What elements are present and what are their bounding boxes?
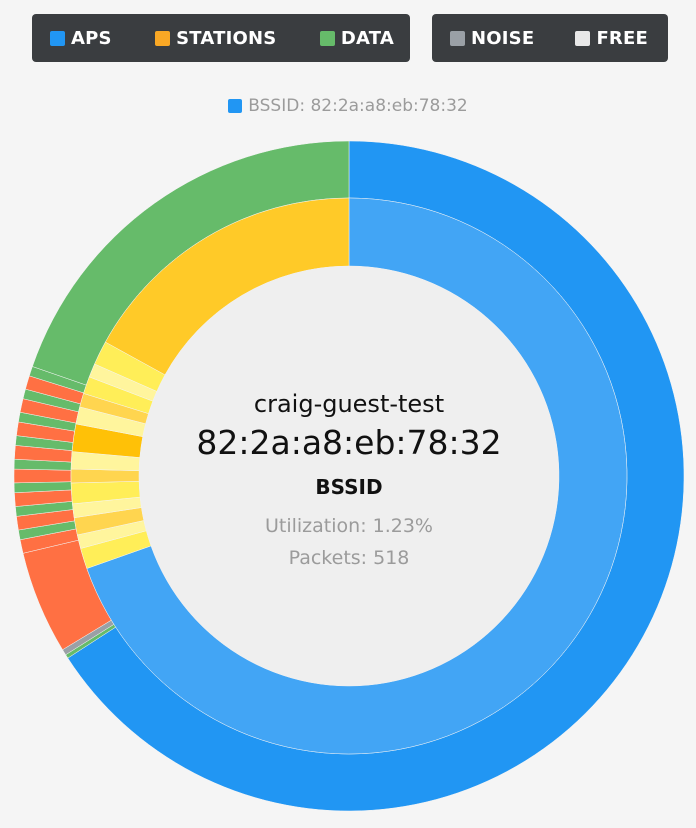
noise-swatch-icon bbox=[450, 30, 465, 46]
center-utilization: Utilization: 1.23% bbox=[265, 515, 433, 537]
legend-label-free: FREE bbox=[596, 27, 648, 49]
legend-label-stations: STATIONS bbox=[176, 27, 277, 49]
legend-item-aps[interactable]: APS bbox=[50, 28, 112, 49]
stations-swatch-icon bbox=[155, 30, 171, 46]
legend-item-free[interactable]: FREE bbox=[575, 28, 648, 49]
legend-item-noise[interactable]: NOISE bbox=[450, 28, 534, 49]
noise-free-legend: NOISE FREE bbox=[432, 14, 668, 62]
legend-label-aps: APS bbox=[71, 27, 112, 49]
bssid-legend: BSSID: 82:2a:a8:eb:78:32 bbox=[0, 96, 696, 116]
free-swatch-icon bbox=[575, 30, 591, 46]
legend-label-data: DATA bbox=[340, 27, 394, 49]
center-type: BSSID bbox=[315, 475, 382, 499]
outer-segment-10[interactable] bbox=[13, 468, 72, 484]
outer-ring bbox=[13, 140, 685, 812]
inner-ring bbox=[70, 197, 628, 755]
category-legend: APS STATIONS DATA bbox=[32, 14, 410, 62]
center-ssid: craig-guest-test bbox=[254, 390, 444, 418]
inner-segment-6[interactable] bbox=[70, 468, 140, 484]
center-packets: Packets: 518 bbox=[289, 547, 410, 569]
data-swatch-icon bbox=[319, 30, 335, 46]
bssid-legend-label: BSSID: 82:2a:a8:eb:78:32 bbox=[248, 96, 468, 116]
legend-label-noise: NOISE bbox=[471, 27, 535, 49]
legend-item-stations[interactable]: STATIONS bbox=[155, 28, 276, 49]
aps-swatch-icon bbox=[50, 30, 65, 46]
center-disc bbox=[139, 266, 559, 686]
legend-item-data[interactable]: DATA bbox=[319, 27, 394, 49]
center-bssid: 82:2a:a8:eb:78:32 bbox=[196, 423, 501, 462]
bssid-swatch-icon bbox=[228, 99, 243, 113]
